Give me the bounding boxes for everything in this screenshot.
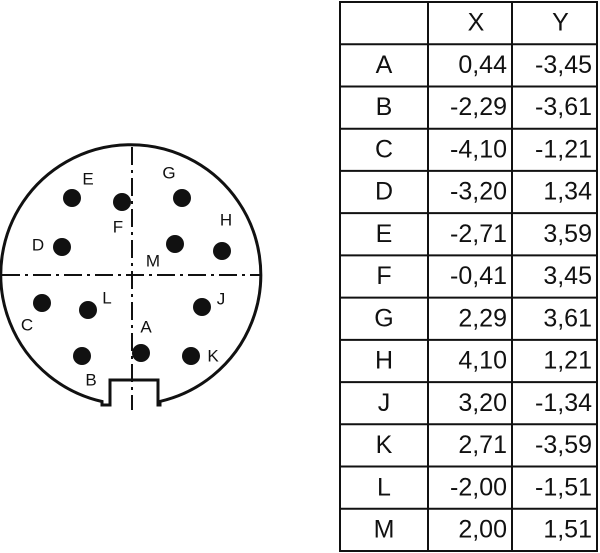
pin [182,347,200,365]
pin-label: L [102,288,111,307]
cell-value: 2,29 [458,304,507,332]
cell-value: -3,59 [535,431,592,459]
pin-label: K [207,346,219,365]
cell-value: -3,20 [450,178,507,206]
pin [173,189,191,207]
pin [73,347,91,365]
pin [53,238,71,256]
pin [213,242,231,260]
cell-value: -2,71 [450,220,507,248]
pin-label: E [82,169,93,188]
coordinate-table: X Y A 0,44 -3,45 B -2,29 -3,61 C -4,10 -1,21 D -3,20… [339,1,598,552]
row-label: L [377,473,391,501]
cell-value: -2,29 [450,93,507,121]
pin-label: C [21,315,33,334]
cell-value: 1,51 [543,515,592,543]
cell-value: 0,44 [458,51,507,79]
row-label: J [378,389,391,417]
pin [132,344,150,362]
cell-value: -3,45 [535,51,592,79]
pin [113,193,131,211]
row-label: C [375,135,393,163]
cell-value: 2,00 [458,515,507,543]
pin [63,189,81,207]
pin-label: F [113,217,123,236]
row-label: K [376,431,393,459]
column-header: Y [552,9,569,37]
pin [33,294,51,312]
cell-value: 1,21 [543,347,592,375]
pin-label: J [217,289,226,308]
cell-value: 3,59 [543,220,592,248]
pin-label: A [140,317,152,336]
row-label: B [376,93,393,121]
cell-value: -2,00 [450,473,507,501]
cell-value: 3,45 [543,262,592,290]
row-label: A [376,51,393,79]
cell-value: -4,10 [450,135,507,163]
pin-label: B [85,370,96,389]
cell-value: -1,21 [535,135,592,163]
pin-label: M [146,251,160,270]
row-label: D [375,178,393,206]
cell-value: 3,20 [458,389,507,417]
pin-label: D [32,235,44,254]
column-header: X [468,9,485,37]
cell-value: -1,34 [535,389,592,417]
table-border [339,1,598,552]
cell-value: 3,61 [543,304,592,332]
row-label: M [374,515,395,543]
row-label: E [376,220,393,248]
cell-value: -0,41 [450,262,507,290]
row-label: F [376,262,391,290]
row-label: H [375,347,393,375]
pin-label: G [162,163,175,182]
pin-label: H [220,210,232,229]
cell-value: -1,51 [535,473,592,501]
pin [79,301,97,319]
pins: A B C D E F G H J K L M [21,163,232,389]
pin [193,298,211,316]
cell-value: 1,34 [543,178,592,206]
row-label: G [374,304,393,332]
pin [166,235,184,253]
connector-outline [0,143,263,407]
cell-value: -3,61 [535,93,592,121]
connector-diagram: A B C D E F G H J K L M [0,143,263,410]
cell-value: 4,10 [458,347,507,375]
cell-value: 2,71 [458,431,507,459]
